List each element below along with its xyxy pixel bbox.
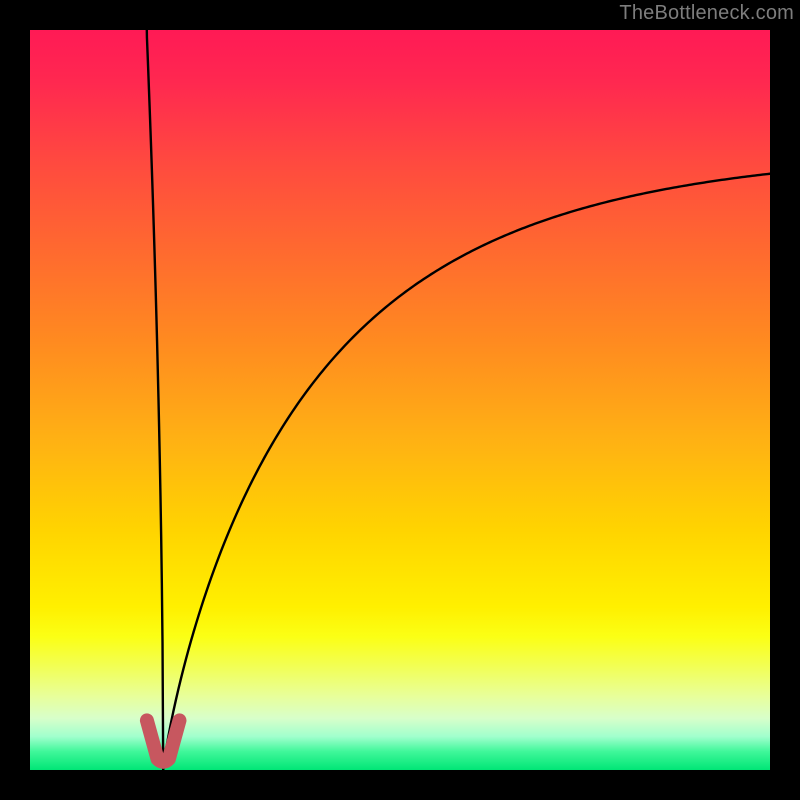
- watermark-text: TheBottleneck.com: [619, 2, 794, 25]
- bottleneck-chart: [0, 0, 800, 800]
- gradient-background: [30, 30, 770, 770]
